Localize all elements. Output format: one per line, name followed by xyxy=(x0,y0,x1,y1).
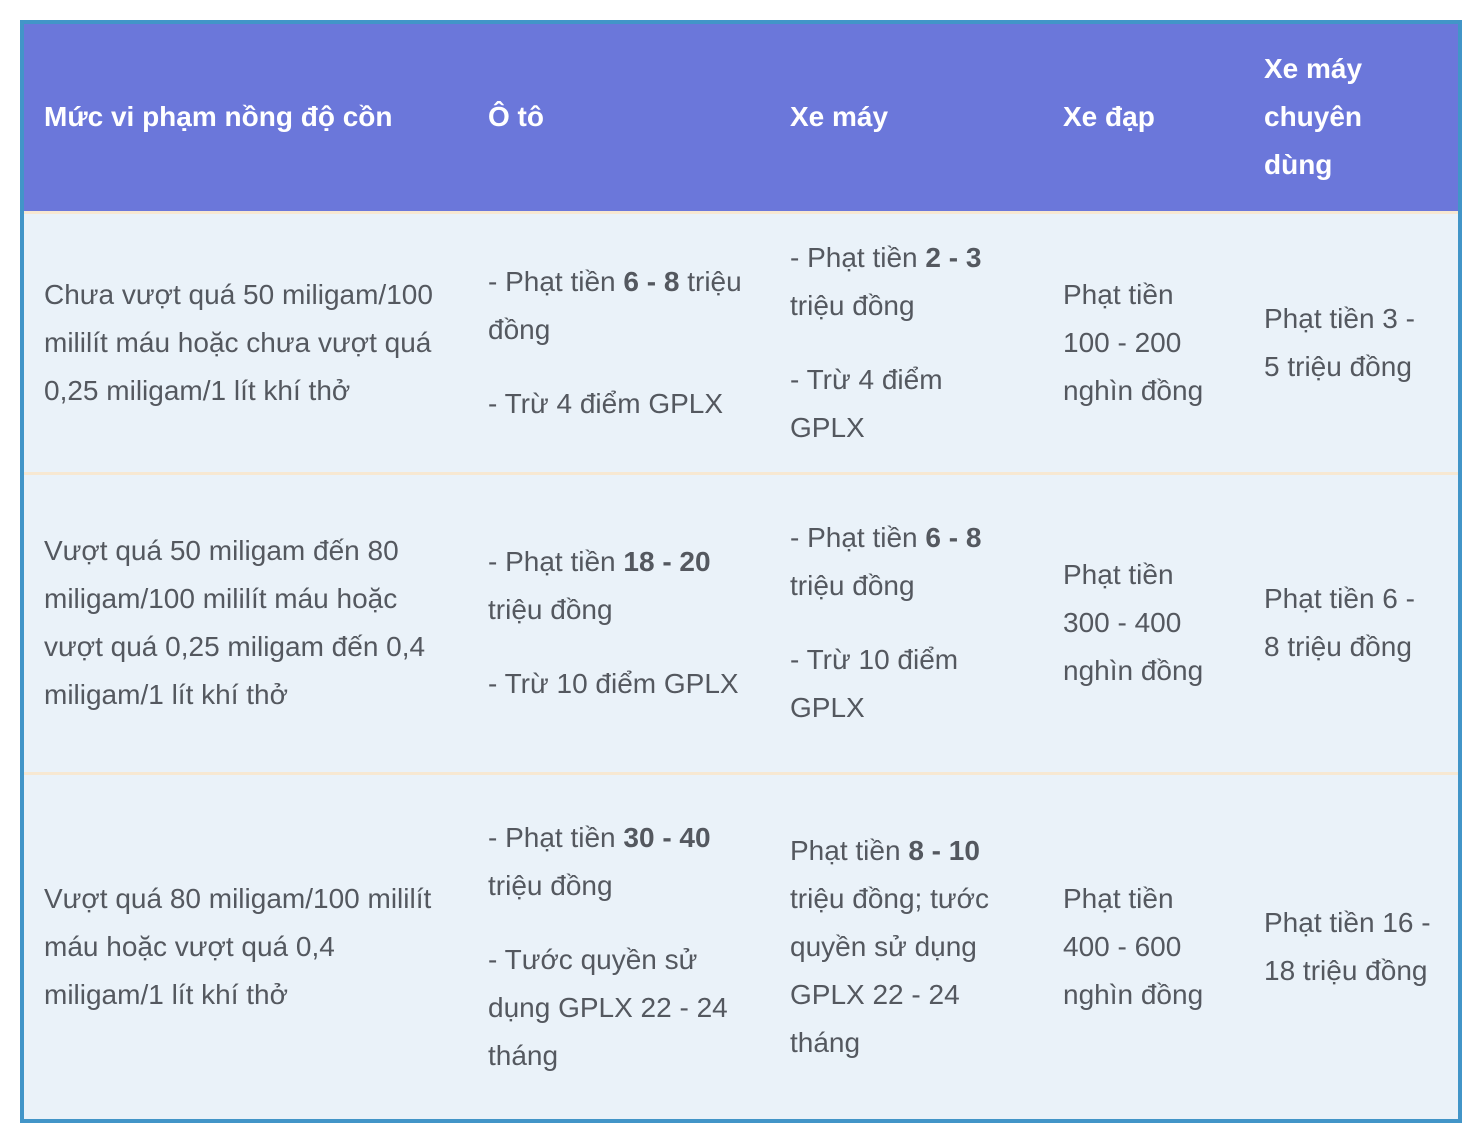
column-header-motorbike: Xe máy xyxy=(770,22,1043,212)
cell-paragraph: Phạt tiền 16 - 18 triệu đồng xyxy=(1264,906,1431,986)
table-cell: Phạt tiền 3 - 5 triệu đồng xyxy=(1244,212,1460,473)
table-cell: Vượt quá 80 miligam/100 mililít máu hoặc… xyxy=(22,773,468,1121)
table-cell: Phạt tiền 100 - 200 nghìn đồng xyxy=(1043,212,1244,473)
table-body: Chưa vượt quá 50 miligam/100 mililít máu… xyxy=(22,212,1460,1121)
table-cell: Phạt tiền 6 - 8 triệu đồng xyxy=(1244,473,1460,773)
table-cell: Chưa vượt quá 50 miligam/100 mililít máu… xyxy=(22,212,468,473)
table-cell: Phạt tiền 400 - 600 nghìn đồng xyxy=(1043,773,1244,1121)
column-header-bicycle: Xe đạp xyxy=(1043,22,1244,212)
cell-paragraph: Phạt tiền 100 - 200 nghìn đồng xyxy=(1063,278,1204,406)
cell-paragraph: - Tước quyền sử dụng GPLX 22 - 24 tháng xyxy=(488,943,728,1071)
table-cell: Phạt tiền 300 - 400 nghìn đồng xyxy=(1043,473,1244,773)
header-row: Mức vi phạm nồng độ cồn Ô tô Xe máy Xe đ… xyxy=(22,22,1460,212)
page: Mức vi phạm nồng độ cồn Ô tô Xe máy Xe đ… xyxy=(20,20,1462,1123)
cell-paragraph: Vượt quá 50 miligam đến 80 miligam/100 m… xyxy=(44,535,426,710)
cell-paragraph: - Trừ 10 điểm GPLX xyxy=(488,668,739,699)
cell-paragraph: Phạt tiền 6 - 8 triệu đồng xyxy=(1264,583,1415,662)
alcohol-violation-fines-table: Mức vi phạm nồng độ cồn Ô tô Xe máy Xe đ… xyxy=(20,20,1462,1123)
column-header-violation-level: Mức vi phạm nồng độ cồn xyxy=(22,22,468,212)
table-row: Vượt quá 80 miligam/100 mililít máu hoặc… xyxy=(22,773,1460,1121)
table-row: Chưa vượt quá 50 miligam/100 mililít máu… xyxy=(22,212,1460,473)
cell-paragraph: - Phạt tiền 30 - 40 triệu đồng xyxy=(488,821,711,901)
table-cell: - Phạt tiền 2 - 3 triệu đồng - Trừ 4 điểm… xyxy=(770,212,1043,473)
table-cell: Phạt tiền 16 - 18 triệu đồng xyxy=(1244,773,1460,1121)
cell-paragraph: - Trừ 4 điểm GPLX xyxy=(790,363,943,443)
cell-paragraph: - Trừ 4 điểm GPLX xyxy=(488,387,724,419)
table-cell: - Phạt tiền 6 - 8 triệu đồng - Trừ 4 điểm… xyxy=(468,212,770,473)
cell-paragraph: Phạt tiền 300 - 400 nghìn đồng xyxy=(1063,559,1204,686)
table-cell: Vượt quá 50 miligam đến 80 miligam/100 m… xyxy=(22,473,468,773)
cell-paragraph: - Trừ 10 điểm GPLX xyxy=(790,644,959,723)
table-row: Vượt quá 50 miligam đến 80 miligam/100 m… xyxy=(22,473,1460,773)
cell-paragraph: Vượt quá 80 miligam/100 mililít máu hoặc… xyxy=(44,882,432,1010)
cell-paragraph: - Phạt tiền 2 - 3 triệu đồng xyxy=(790,241,982,321)
column-header-car: Ô tô xyxy=(468,22,770,212)
cell-paragraph: - Phạt tiền 6 - 8 triệu đồng xyxy=(488,265,742,345)
column-header-specialized-motorbike: Xe máy chuyên dùng xyxy=(1244,22,1460,212)
table-cell: - Phạt tiền 30 - 40 triệu đồng - Tước quy… xyxy=(468,773,770,1121)
cell-paragraph: Phạt tiền 8 - 10 triệu đồng; tước quyền … xyxy=(790,834,989,1058)
cell-paragraph: Phạt tiền 3 - 5 triệu đồng xyxy=(1264,302,1415,382)
cell-paragraph: Chưa vượt quá 50 miligam/100 mililít máu… xyxy=(44,278,433,406)
table-cell: Phạt tiền 8 - 10 triệu đồng; tước quyền … xyxy=(770,773,1043,1121)
table-cell: - Phạt tiền 6 - 8 triệu đồng - Trừ 10 điể… xyxy=(770,473,1043,773)
table-header: Mức vi phạm nồng độ cồn Ô tô Xe máy Xe đ… xyxy=(22,22,1460,212)
cell-paragraph: - Phạt tiền 6 - 8 triệu đồng xyxy=(790,522,982,601)
table-cell: - Phạt tiền 18 - 20 triệu đồng - Trừ 10 đ… xyxy=(468,473,770,773)
cell-paragraph: Phạt tiền 400 - 600 nghìn đồng xyxy=(1063,882,1204,1010)
cell-paragraph: - Phạt tiền 18 - 20 triệu đồng xyxy=(488,546,711,625)
